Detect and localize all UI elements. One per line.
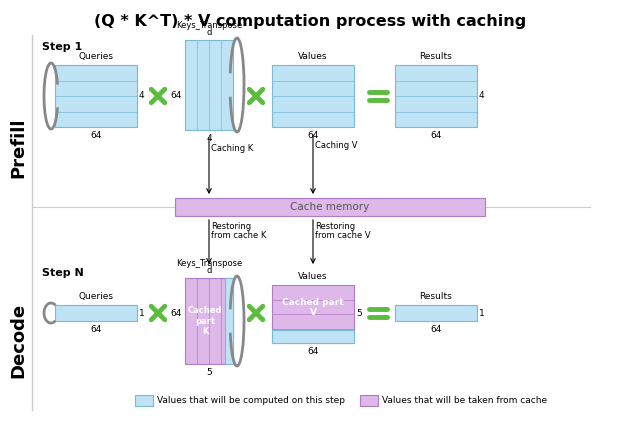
Text: d: d xyxy=(206,28,212,37)
Text: Results: Results xyxy=(420,292,452,301)
Text: Queries: Queries xyxy=(79,52,113,61)
Text: 64: 64 xyxy=(307,131,319,140)
Text: Queries: Queries xyxy=(79,292,113,301)
Bar xyxy=(360,395,378,406)
Text: 64: 64 xyxy=(90,131,102,140)
Text: Values that will be computed on this step: Values that will be computed on this ste… xyxy=(157,396,345,405)
Text: d: d xyxy=(206,266,212,275)
Text: Caching V: Caching V xyxy=(315,141,358,150)
Text: 1: 1 xyxy=(479,309,485,318)
Bar xyxy=(55,65,137,127)
Text: Cached part
V: Cached part V xyxy=(282,298,344,317)
Text: 4: 4 xyxy=(206,134,212,143)
Text: Values: Values xyxy=(298,52,327,61)
Bar xyxy=(55,305,137,321)
Text: 1: 1 xyxy=(139,309,145,318)
Bar xyxy=(272,65,354,127)
Bar xyxy=(395,305,477,321)
Text: Cache memory: Cache memory xyxy=(290,202,370,212)
Bar xyxy=(395,65,477,127)
Bar xyxy=(135,395,153,406)
Bar xyxy=(272,330,354,343)
Text: 4: 4 xyxy=(479,92,485,100)
Text: Step 1: Step 1 xyxy=(42,42,82,52)
Text: 64: 64 xyxy=(90,325,102,334)
Text: Results: Results xyxy=(420,52,452,61)
Text: 64: 64 xyxy=(430,131,442,140)
Text: from cache V: from cache V xyxy=(315,231,371,240)
Text: Keys_Transpose: Keys_Transpose xyxy=(176,259,242,268)
Text: Decode: Decode xyxy=(9,302,27,377)
Text: 5: 5 xyxy=(206,368,212,377)
Bar xyxy=(185,40,233,130)
Text: from cache K: from cache K xyxy=(211,231,266,240)
Bar xyxy=(175,198,485,216)
Text: 64: 64 xyxy=(307,347,319,356)
Bar xyxy=(225,278,233,364)
Text: Keys_Transpose: Keys_Transpose xyxy=(176,21,242,30)
Text: Step N: Step N xyxy=(42,268,84,278)
Text: (Q * K^T) * V computation process with caching: (Q * K^T) * V computation process with c… xyxy=(94,14,526,29)
Bar xyxy=(185,278,233,364)
Text: Cached
part
K: Cached part K xyxy=(188,306,222,336)
Text: Restoring: Restoring xyxy=(211,222,251,231)
Text: 64: 64 xyxy=(170,92,181,100)
Text: Caching K: Caching K xyxy=(211,144,253,153)
Text: 64: 64 xyxy=(430,325,442,334)
Text: Prefill: Prefill xyxy=(9,118,27,178)
Text: Restoring: Restoring xyxy=(315,222,355,231)
Text: Values that will be taken from cache: Values that will be taken from cache xyxy=(382,396,547,405)
Text: Values: Values xyxy=(298,272,327,281)
Text: 64: 64 xyxy=(170,309,181,318)
Text: 4: 4 xyxy=(139,92,145,100)
Bar xyxy=(272,285,354,343)
Text: 5: 5 xyxy=(356,310,361,318)
